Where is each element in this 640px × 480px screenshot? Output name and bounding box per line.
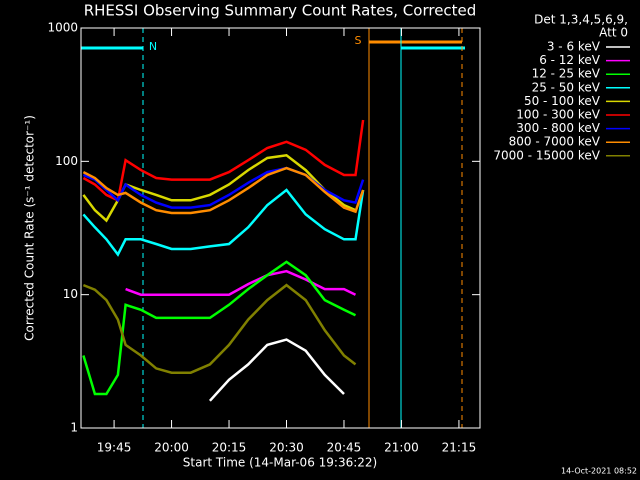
annotation: S xyxy=(355,34,362,47)
y-axis-label: Corrected Count Rate (s⁻¹ detector⁻¹) xyxy=(23,115,37,341)
x-tick-label: 20:15 xyxy=(212,441,247,455)
plot-frame xyxy=(80,27,481,429)
legend-label: 12 - 25 keV xyxy=(532,67,601,81)
series-line xyxy=(208,338,345,402)
legend-header: Det 1,3,4,5,6,9, xyxy=(534,13,628,27)
legend-label: 7000 - 15000 keV xyxy=(493,148,600,162)
footer: 14-Oct-2021 08:52 xyxy=(561,467,637,476)
series-line xyxy=(82,188,365,257)
legend-label: 800 - 7000 keV xyxy=(509,135,601,149)
annotation: N xyxy=(149,40,157,53)
y-tick-label: 100 xyxy=(55,154,78,168)
legend-label: 100 - 300 keV xyxy=(516,108,600,122)
x-tick-label: 21:15 xyxy=(442,441,477,455)
series-line xyxy=(125,269,357,296)
series-line xyxy=(82,260,357,396)
y-tick-label: 1000 xyxy=(47,21,78,35)
legend-label: 300 - 800 keV xyxy=(516,121,600,135)
markers xyxy=(81,28,465,428)
y-tick-label: 1 xyxy=(70,421,78,435)
x-tick-label: 20:30 xyxy=(269,441,304,455)
x-tick-label: 21:00 xyxy=(384,441,419,455)
legend-header: Att 0 xyxy=(599,26,628,40)
legend-label: 25 - 50 keV xyxy=(532,80,601,94)
legend-label: 50 - 100 keV xyxy=(524,94,601,108)
series-line xyxy=(82,166,365,215)
legend-label: 3 - 6 keV xyxy=(547,40,601,54)
y-tick-label: 10 xyxy=(63,287,78,301)
legend-label: 6 - 12 keV xyxy=(539,53,601,67)
chart-title: RHESSI Observing Summary Count Rates, Co… xyxy=(84,2,477,20)
x-tick-label: 19:45 xyxy=(97,441,132,455)
series-line xyxy=(82,283,357,374)
series-line xyxy=(82,153,357,223)
x-axis-label: Start Time (14-Mar-06 19:36:22) xyxy=(183,456,377,470)
series-line xyxy=(82,166,365,209)
x-tick-label: 20:45 xyxy=(327,441,362,455)
x-tick-label: 20:00 xyxy=(154,441,189,455)
